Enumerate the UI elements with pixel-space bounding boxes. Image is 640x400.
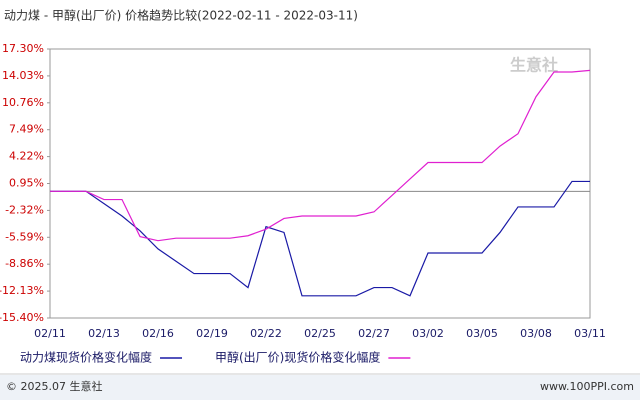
y-tick-label: 0.95% — [9, 177, 44, 190]
legend-label: 甲醇(出厂价)现货价格变化幅度 — [215, 350, 380, 365]
y-tick-label: 7.49% — [9, 123, 44, 136]
footer-right: www.100PPI.com — [540, 380, 634, 393]
y-tick-label: 14.03% — [2, 69, 44, 82]
x-tick-label: 03/05 — [466, 327, 498, 340]
series-line — [50, 180, 590, 297]
x-tick-label: 03/08 — [520, 327, 552, 340]
y-tick-label: -5.59% — [5, 230, 44, 243]
x-tick-label: 02/11 — [34, 327, 66, 340]
y-tick-label: -2.32% — [5, 203, 44, 216]
y-tick-label: -8.86% — [5, 257, 44, 270]
y-tick-label: 10.76% — [2, 96, 44, 109]
legend-label: 动力煤现货价格变化幅度 — [20, 350, 152, 365]
y-tick-label: -12.13% — [0, 284, 44, 297]
x-tick-label: 03/02 — [412, 327, 444, 340]
x-tick-label: 02/16 — [142, 327, 174, 340]
x-tick-label: 02/13 — [88, 327, 120, 340]
watermark: 生意社 — [510, 56, 558, 75]
y-tick-label: 17.30% — [2, 42, 44, 55]
x-tick-label: 02/25 — [304, 327, 336, 340]
footer-left: © 2025.07 生意社 — [6, 379, 102, 393]
series-line — [50, 69, 591, 242]
footer-bg — [0, 375, 640, 400]
y-tick-label: 4.22% — [9, 150, 44, 163]
x-tick-label: 03/11 — [574, 327, 606, 340]
chart-title: 动力煤 - 甲醇(出厂价) 价格趋势比较(2022-02-11 - 2022-0… — [4, 8, 358, 23]
y-tick-label: -15.40% — [0, 311, 44, 324]
x-tick-label: 02/22 — [250, 327, 282, 340]
x-tick-label: 02/19 — [196, 327, 228, 340]
x-tick-label: 02/27 — [358, 327, 390, 340]
